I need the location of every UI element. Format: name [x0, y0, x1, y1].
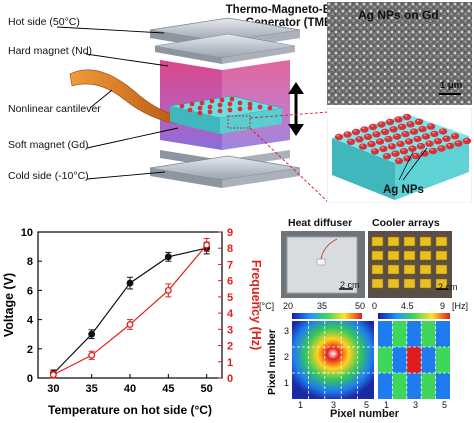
x-tick-label-45: 45: [162, 383, 174, 395]
data-point-right-30: [49, 371, 57, 379]
y-left-tick-label-0: 0: [27, 373, 33, 385]
map-y-tick-3: 3: [284, 326, 290, 336]
data-point-right-50: [203, 241, 211, 249]
x-tick-label-30: 30: [47, 383, 59, 395]
y-right-tick-label-5: 5: [227, 292, 233, 304]
y-right-tick-label-9: 9: [227, 227, 233, 239]
nanoparticles: [179, 96, 273, 116]
label-hot-side: Hot side (50°C): [8, 16, 80, 28]
y-right-tick-label-4: 4: [227, 308, 234, 320]
y-left-tick-label-10: 10: [21, 227, 33, 239]
y-right-tick-label-3: 3: [227, 324, 233, 336]
zoom-caption: Ag NPs: [383, 184, 424, 196]
map-y-tick-1: 1: [284, 378, 290, 388]
map-x-tick-r3: 3: [413, 400, 419, 410]
sem-caption: Ag NPs on Gd: [358, 8, 439, 22]
map-x-tick-l5: 5: [364, 400, 370, 410]
plot-frame: [37, 231, 223, 379]
y-right-axis-label: Frequency (Hz): [249, 260, 262, 350]
map-x-label: Pixel number: [330, 408, 400, 420]
frequency-map: [378, 321, 450, 399]
x-tick-label-35: 35: [86, 383, 98, 395]
map-y-label: Pixel number: [266, 329, 278, 395]
maps-panel: [292, 313, 450, 399]
x-tick-label-40: 40: [124, 383, 136, 395]
x-tick-label-50: 50: [201, 383, 213, 395]
y-right-tick-label-6: 6: [227, 276, 233, 288]
data-point-right-35: [88, 351, 96, 359]
label-soft-magnet: Soft magnet (Gd): [8, 139, 89, 151]
sem-image: [327, 2, 472, 105]
freq-tick-0: 0: [372, 301, 378, 311]
data-point-left-35: [88, 330, 96, 338]
y-left-axis-label: Voltage (V): [2, 273, 16, 337]
map-x-tick-l1: 1: [298, 400, 304, 410]
y-right-tick-label-0: 0: [227, 373, 233, 385]
heat-diffuser-photo: [281, 231, 365, 298]
label-hard-magnet: Hard magnet (Nd): [8, 45, 93, 57]
freq-map-unit: [Hz]: [452, 301, 469, 311]
label-cantilever: Nonlinear cantilever: [8, 103, 101, 115]
sem-scale-bar: 1 μm: [440, 80, 463, 91]
cooler-arrays-photo: [368, 231, 452, 298]
temp-map-unit: [°C]: [259, 301, 275, 311]
y-right-tick-label-7: 7: [227, 259, 233, 271]
data-point-left-45: [164, 253, 172, 261]
temp-tick-20: 20: [283, 301, 294, 311]
series-line-right: [53, 244, 208, 376]
heat-diffuser-scale: 2 cm: [340, 280, 360, 290]
temp-tick-35: 35: [317, 301, 328, 311]
temp-tick-50: 50: [355, 301, 366, 311]
map-x-tick-r1: 1: [384, 400, 390, 410]
temperature-map: [292, 321, 374, 399]
motion-arrow: [288, 82, 304, 136]
heat-diffuser-caption: Heat diffuser: [288, 217, 353, 229]
series-line-left: [52, 247, 207, 375]
y-left-tick-label-4: 4: [27, 315, 34, 327]
map-x-tick-l3: 3: [331, 400, 337, 410]
map-x-tick-r5: 5: [442, 400, 448, 410]
zoom-image: [327, 108, 472, 203]
x-axis-label: Temperature on hot side (°C): [48, 403, 212, 417]
y-right-tick-label-2: 2: [227, 341, 233, 353]
y-right-tick-label-1: 1: [227, 357, 233, 369]
y-left-tick-label-8: 8: [27, 256, 33, 268]
freq-tick-9: 9: [440, 301, 446, 311]
zoom-nanoparticles: [334, 113, 472, 165]
data-point-left-40: [126, 279, 134, 287]
cooler-arrays-caption: Cooler arrays: [372, 217, 440, 229]
freq-tick-4.5: 4.5: [401, 301, 414, 311]
y-right-tick-label-8: 8: [227, 243, 233, 255]
data-point-right-40: [126, 321, 134, 328]
label-cold-side: Cold side (-10°C): [8, 170, 89, 182]
data-point-right-45: [164, 286, 172, 294]
y-left-tick-label-6: 6: [27, 285, 33, 297]
cooler-arrays-scale: 2 cm: [438, 282, 458, 292]
device-schematic: [56, 17, 329, 203]
y-left-tick-label-2: 2: [27, 344, 33, 356]
map-y-tick-2: 2: [284, 352, 290, 362]
